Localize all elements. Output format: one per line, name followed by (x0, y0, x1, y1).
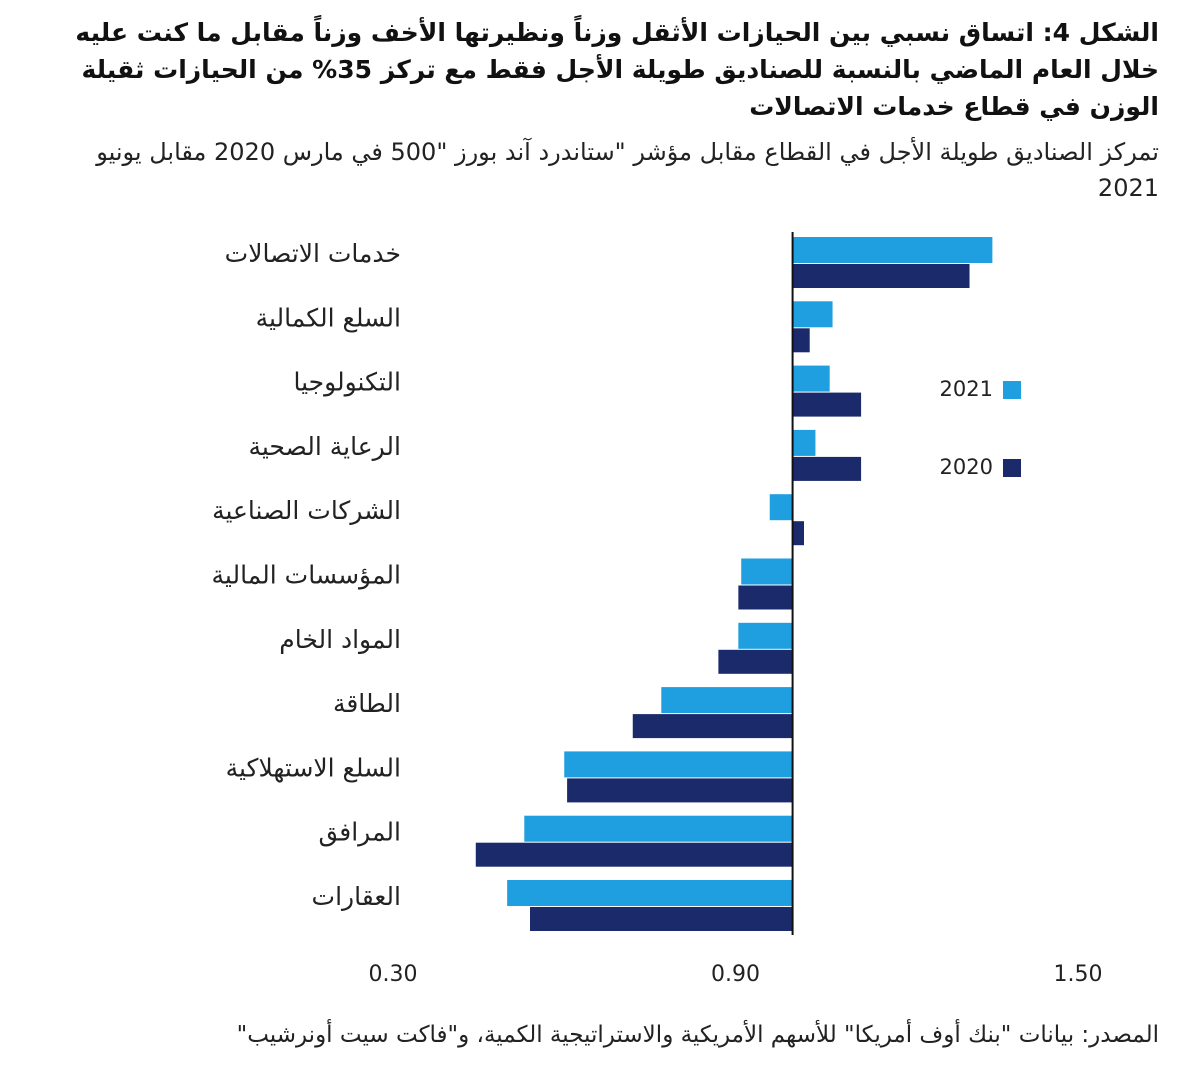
bar (792, 237, 993, 263)
category-label: الشركات الصناعية (212, 496, 401, 525)
bar (792, 456, 862, 481)
bar (792, 328, 810, 353)
legend-swatch (1003, 381, 1021, 399)
bar (769, 494, 793, 521)
bar (738, 622, 793, 649)
category-label: الرعاية الصحية (248, 432, 401, 461)
category-label: التكنولوجيا (293, 368, 401, 397)
category-label: السلع الاستهلاكية (226, 753, 401, 783)
bar (718, 649, 793, 674)
bar (792, 365, 830, 392)
bar (738, 585, 793, 610)
chart: 0.30 0.90 1.50 خدمات الاتصالات السلع الكمالي… (212, 232, 1103, 987)
chart-subtitle: تمركز الصناديق طويلة الأجل في القطاع مقا… (96, 138, 1159, 202)
bar (524, 815, 793, 842)
chart-title: الشكل 4: اتساق نسبي بين الحيازات الأثقل … (75, 18, 1159, 121)
category-label: العقارات (312, 882, 401, 911)
bar (741, 558, 793, 585)
bar (792, 392, 862, 417)
bar (792, 429, 816, 456)
bar (792, 301, 833, 328)
category-label: المرافق (318, 818, 401, 847)
category-label: السلع الكمالية (256, 303, 401, 333)
bar (564, 751, 793, 778)
x-tick-label: 1.50 (1054, 962, 1103, 987)
bar (475, 842, 793, 867)
x-tick-label: 0.90 (711, 962, 760, 987)
source-note: المصدر: بيانات "بنك أوف أمريكا" للأسهم ا… (236, 1022, 1159, 1048)
bar (792, 264, 970, 288)
legend-label: 2021 (940, 377, 993, 401)
bar (632, 714, 793, 739)
legend-label: 2020 (940, 455, 993, 479)
legend-swatch (1003, 459, 1021, 477)
bar (507, 880, 793, 906)
category-label: المواد الخام (279, 625, 401, 654)
bar (661, 687, 793, 714)
category-label: الطاقة (333, 689, 401, 718)
x-tick-label: 0.30 (369, 962, 418, 987)
category-label: المؤسسات المالية (212, 561, 401, 590)
bar (792, 521, 804, 546)
bar (567, 778, 793, 803)
bar (530, 907, 793, 931)
category-label: خدمات الاتصالات (225, 239, 401, 268)
